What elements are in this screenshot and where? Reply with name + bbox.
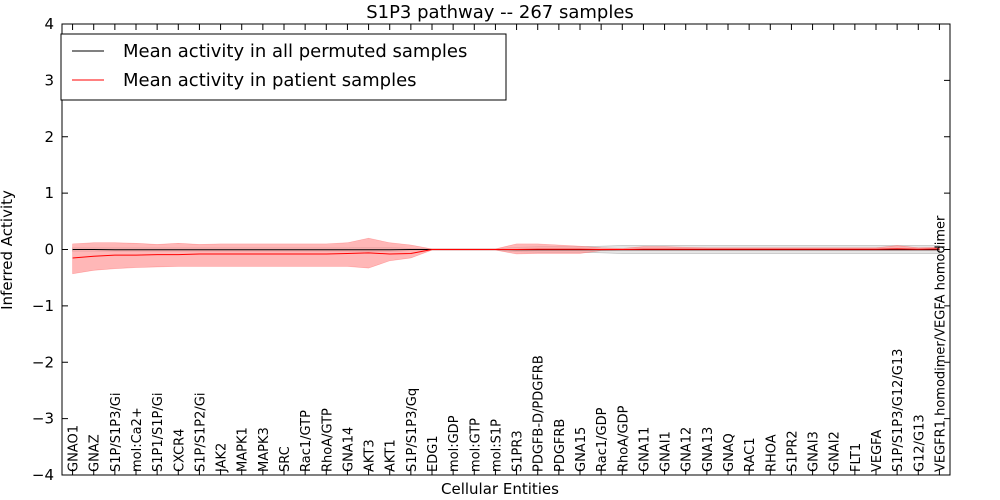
x-tick-label: GNAZ (88, 434, 103, 472)
y-tick-label: 1 (44, 184, 54, 202)
x-tick-label: RHOA (764, 434, 779, 472)
x-tick-label: VEGFR1 homodimer/VEGFA homodimer (933, 215, 948, 472)
x-tick-label: AKT3 (363, 439, 378, 472)
legend: Mean activity in all permuted samples Me… (60, 33, 507, 101)
x-tick-label: RhoA/GDP (616, 405, 631, 472)
y-tick-label: 4 (44, 15, 54, 33)
x-tick-label: PDGFRB (553, 419, 568, 472)
x-tick-label: S1PR3 (511, 430, 526, 472)
y-tick-label: −4 (32, 466, 54, 484)
x-tick-label: GNAI1 (659, 431, 674, 472)
y-tick-label: −1 (32, 297, 54, 315)
y-tick-labels: 4 3 2 1 0 −1 −2 −3 −4 (32, 15, 54, 484)
plot-frame (61, 23, 951, 476)
x-tick-label: RAC1 (743, 437, 758, 472)
x-tick-label: GNA14 (341, 427, 356, 472)
series-lines (72, 248, 940, 259)
chart-title: S1P3 pathway -- 267 samples (366, 2, 634, 23)
axis-ticks (62, 23, 950, 476)
x-tick-label: VEGFA (870, 430, 885, 472)
x-tick-label: Rac1/GTP (299, 410, 314, 472)
x-tick-label: GNAI3 (807, 431, 822, 472)
x-tick-label: mol:S1P (489, 419, 504, 472)
x-tick-label: GNA15 (574, 427, 589, 472)
x-tick-label: CXCR4 (172, 429, 187, 472)
x-tick-label: GNAQ (722, 433, 737, 472)
x-tick-label: GNA13 (701, 427, 716, 472)
x-tick-label: JAK2 (215, 443, 230, 473)
x-tick-label: mol:GTP (468, 418, 483, 472)
legend-label-permuted: Mean activity in all permuted samples (123, 41, 467, 62)
x-tick-label: S1P/S1P2/Gi (193, 393, 208, 472)
legend-box (60, 33, 507, 101)
x-tick-label: S1P/S1P3/Gi (109, 393, 124, 472)
x-tick-labels: GNAO1 GNAZ S1P/S1P3/Gi mol:Ca2+ S1P1/S1P/Gi C… (67, 215, 949, 473)
x-tick-label: S1PR2 (785, 430, 800, 472)
y-tick-label: 0 (44, 241, 54, 259)
y-tick-label: 2 (44, 128, 54, 146)
x-tick-label: mol:GDP (447, 415, 462, 472)
confidence-bands (72, 237, 940, 275)
x-axis-label: Cellular Entities (441, 480, 559, 498)
x-tick-label: FLT1 (849, 443, 864, 472)
x-tick-label: AKT1 (384, 439, 399, 472)
x-tick-label: GNAO1 (67, 425, 82, 472)
x-tick-label: Rac1/GDP (595, 407, 610, 472)
x-tick-label: G12/G13 (912, 414, 927, 472)
x-tick-label: PDGFB-D/PDGFRB (532, 355, 547, 472)
band-patient (72, 237, 940, 275)
y-tick-label: 3 (44, 71, 54, 89)
x-tick-label: GNA12 (680, 427, 695, 472)
line-patient (72, 248, 940, 259)
x-tick-label: MAPK3 (257, 427, 272, 472)
y-tick-label: −3 (32, 410, 54, 428)
x-tick-label: SRC (278, 446, 293, 472)
y-axis-label: Inferred Activity (0, 190, 16, 310)
x-tick-label: S1P1/S1P/Gi (151, 393, 166, 472)
y-tick-label: −2 (32, 353, 54, 371)
legend-label-patient: Mean activity in patient samples (123, 70, 417, 91)
x-tick-label: GNA11 (637, 427, 652, 472)
x-tick-label: EDG1 (426, 435, 441, 472)
x-tick-label: GNAI2 (828, 431, 843, 472)
x-tick-label: mol:Ca2+ (130, 407, 145, 472)
x-tick-label: RhoA/GTP (320, 408, 335, 472)
x-tick-label: MAPK1 (236, 427, 251, 472)
x-tick-label: S1P/S1P3/Gq (405, 388, 420, 472)
x-tick-label: S1P/S1P3/G12/G13 (891, 349, 906, 472)
